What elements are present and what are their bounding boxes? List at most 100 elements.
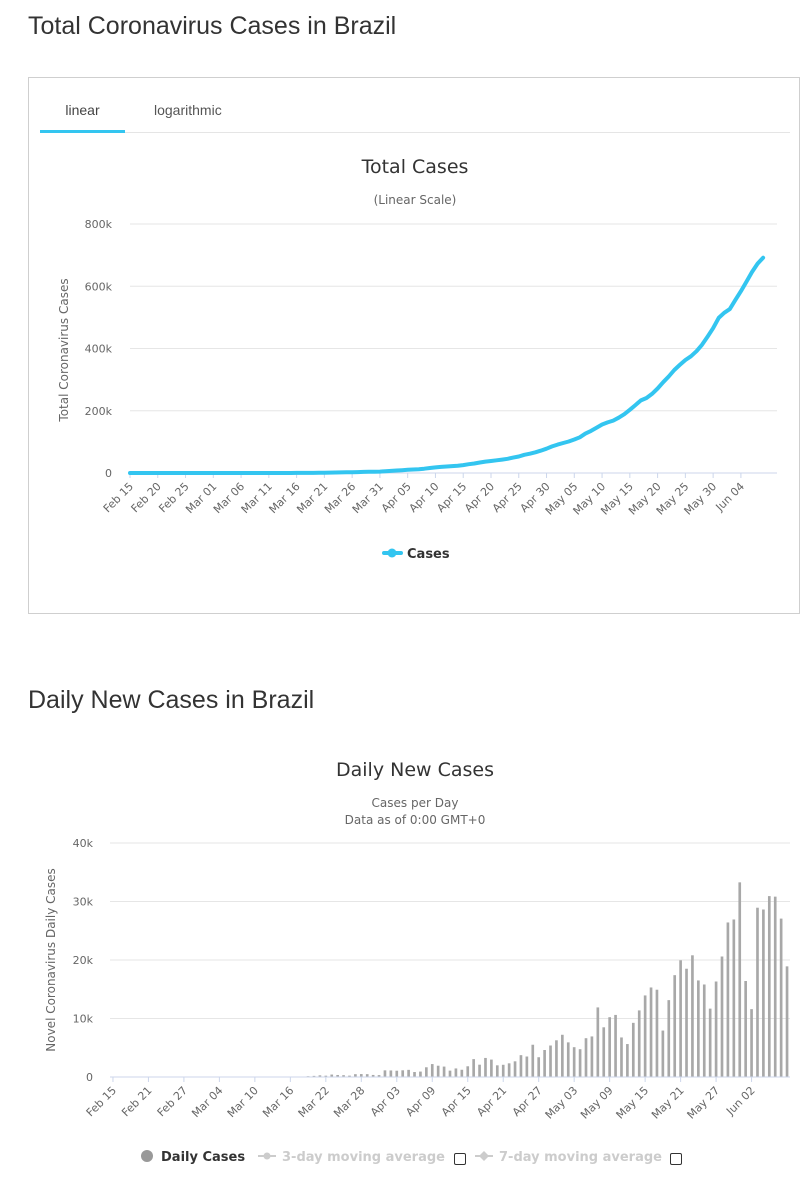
- bar: [720, 956, 724, 1077]
- bar: [673, 975, 677, 1077]
- bar: [324, 1075, 328, 1077]
- bar: [442, 1066, 446, 1077]
- bar: [519, 1055, 523, 1077]
- y-tick-label: 200k: [85, 405, 113, 418]
- seven-day-average-checkbox[interactable]: [670, 1153, 682, 1165]
- x-tick-label: Apr 27: [510, 1084, 545, 1119]
- three-day-average-checkbox[interactable]: [454, 1153, 466, 1165]
- chart-subtitle-line2: Data as of 0:00 GMT+0: [345, 813, 486, 827]
- x-tick-label: Mar 16: [260, 1084, 296, 1120]
- bar: [697, 980, 700, 1077]
- tab-linear[interactable]: linear: [65, 102, 100, 118]
- bar: [756, 907, 759, 1077]
- bar: [667, 1000, 671, 1077]
- bar: [744, 981, 747, 1077]
- bar: [785, 966, 789, 1077]
- bar: [679, 960, 682, 1077]
- legend-label-7day: 7-day moving average: [499, 1150, 662, 1165]
- bar: [460, 1069, 464, 1077]
- bar: [513, 1061, 517, 1077]
- bar: [377, 1075, 381, 1077]
- bar: [365, 1074, 369, 1077]
- bar: [495, 1065, 499, 1077]
- y-tick-label: 0: [86, 1071, 93, 1084]
- chart-title: Total Cases: [361, 156, 469, 178]
- total-cases-chart: Total Cases (Linear Scale) 0 200k 400k 600k 80…: [57, 156, 777, 562]
- x-tick-label: Feb 15: [84, 1084, 119, 1119]
- bar: [448, 1070, 452, 1077]
- bar: [413, 1072, 416, 1077]
- bar: [312, 1075, 316, 1077]
- bar: [561, 1034, 564, 1077]
- bar: [708, 1008, 712, 1077]
- bar: [430, 1064, 434, 1077]
- x-tick-label: May 03: [543, 1084, 581, 1122]
- x-tick-label: May 21: [649, 1084, 687, 1122]
- bar: [608, 1017, 611, 1077]
- bar: [395, 1070, 399, 1077]
- bar: [549, 1045, 552, 1077]
- bar: [359, 1074, 363, 1077]
- bar: [501, 1064, 505, 1077]
- x-tick-label: Feb 27: [155, 1084, 190, 1119]
- bar: [773, 896, 777, 1077]
- bar: [584, 1038, 588, 1077]
- legend-marker-daily: [141, 1150, 153, 1162]
- x-tick-label: May 27: [685, 1084, 723, 1122]
- page-title-daily: Daily New Cases in Brazil: [28, 686, 315, 714]
- legend-marker-3day: [263, 1152, 271, 1160]
- bar: [779, 918, 783, 1077]
- x-tick-label: Mar 04: [189, 1084, 225, 1120]
- y-axis-title: Novel Coronavirus Daily Cases: [44, 868, 58, 1051]
- bar: [685, 968, 688, 1077]
- bar: [643, 995, 647, 1077]
- x-tick-label: Mar 28: [331, 1084, 367, 1120]
- bar: [537, 1057, 541, 1077]
- bar: [330, 1074, 334, 1077]
- y-tick-label: 400k: [85, 343, 113, 356]
- bar: [525, 1056, 529, 1077]
- y-tick-label: 10k: [73, 1013, 94, 1026]
- bar: [484, 1057, 487, 1077]
- bar: [389, 1070, 393, 1077]
- chart-title: Daily New Cases: [336, 759, 494, 781]
- bar: [555, 1040, 558, 1077]
- bar: [620, 1037, 623, 1077]
- y-tick-label: 20k: [73, 954, 94, 967]
- bar: [714, 981, 718, 1077]
- bar: [732, 919, 736, 1077]
- x-tick-label: Apr 15: [439, 1084, 474, 1119]
- x-tick-label: Mar 22: [296, 1084, 332, 1120]
- bar: [425, 1067, 428, 1077]
- bar: [348, 1075, 351, 1077]
- legend-marker-7day: [479, 1151, 489, 1161]
- page-title-total: Total Coronavirus Cases in Brazil: [28, 12, 397, 40]
- bar: [750, 1009, 753, 1077]
- series-line-cases: [128, 255, 766, 475]
- bar: [531, 1044, 535, 1077]
- bar: [578, 1049, 582, 1077]
- scale-tabs: linear logarithmic: [40, 78, 790, 133]
- chart-subtitle-line1: Cases per Day: [372, 796, 459, 810]
- bar: [631, 1022, 635, 1077]
- bar: [507, 1063, 511, 1077]
- y-tick-label: 40k: [73, 837, 94, 850]
- x-tick-label: Feb 21: [119, 1084, 154, 1119]
- bar: [655, 989, 659, 1077]
- bar: [342, 1075, 345, 1077]
- bar: [702, 984, 706, 1077]
- bar: [354, 1074, 357, 1077]
- x-tick-label: May 15: [614, 1084, 652, 1122]
- bar: [626, 1044, 629, 1077]
- bar: [490, 1059, 493, 1077]
- bar: [318, 1075, 322, 1077]
- bar: [472, 1059, 475, 1077]
- x-tick-label: May 09: [578, 1084, 616, 1122]
- bar: [762, 909, 765, 1077]
- bar: [336, 1074, 339, 1077]
- bar: [661, 1030, 665, 1077]
- bar: [419, 1071, 422, 1077]
- tab-logarithmic[interactable]: logarithmic: [154, 102, 222, 118]
- bar: [590, 1036, 594, 1077]
- bar: [407, 1069, 410, 1077]
